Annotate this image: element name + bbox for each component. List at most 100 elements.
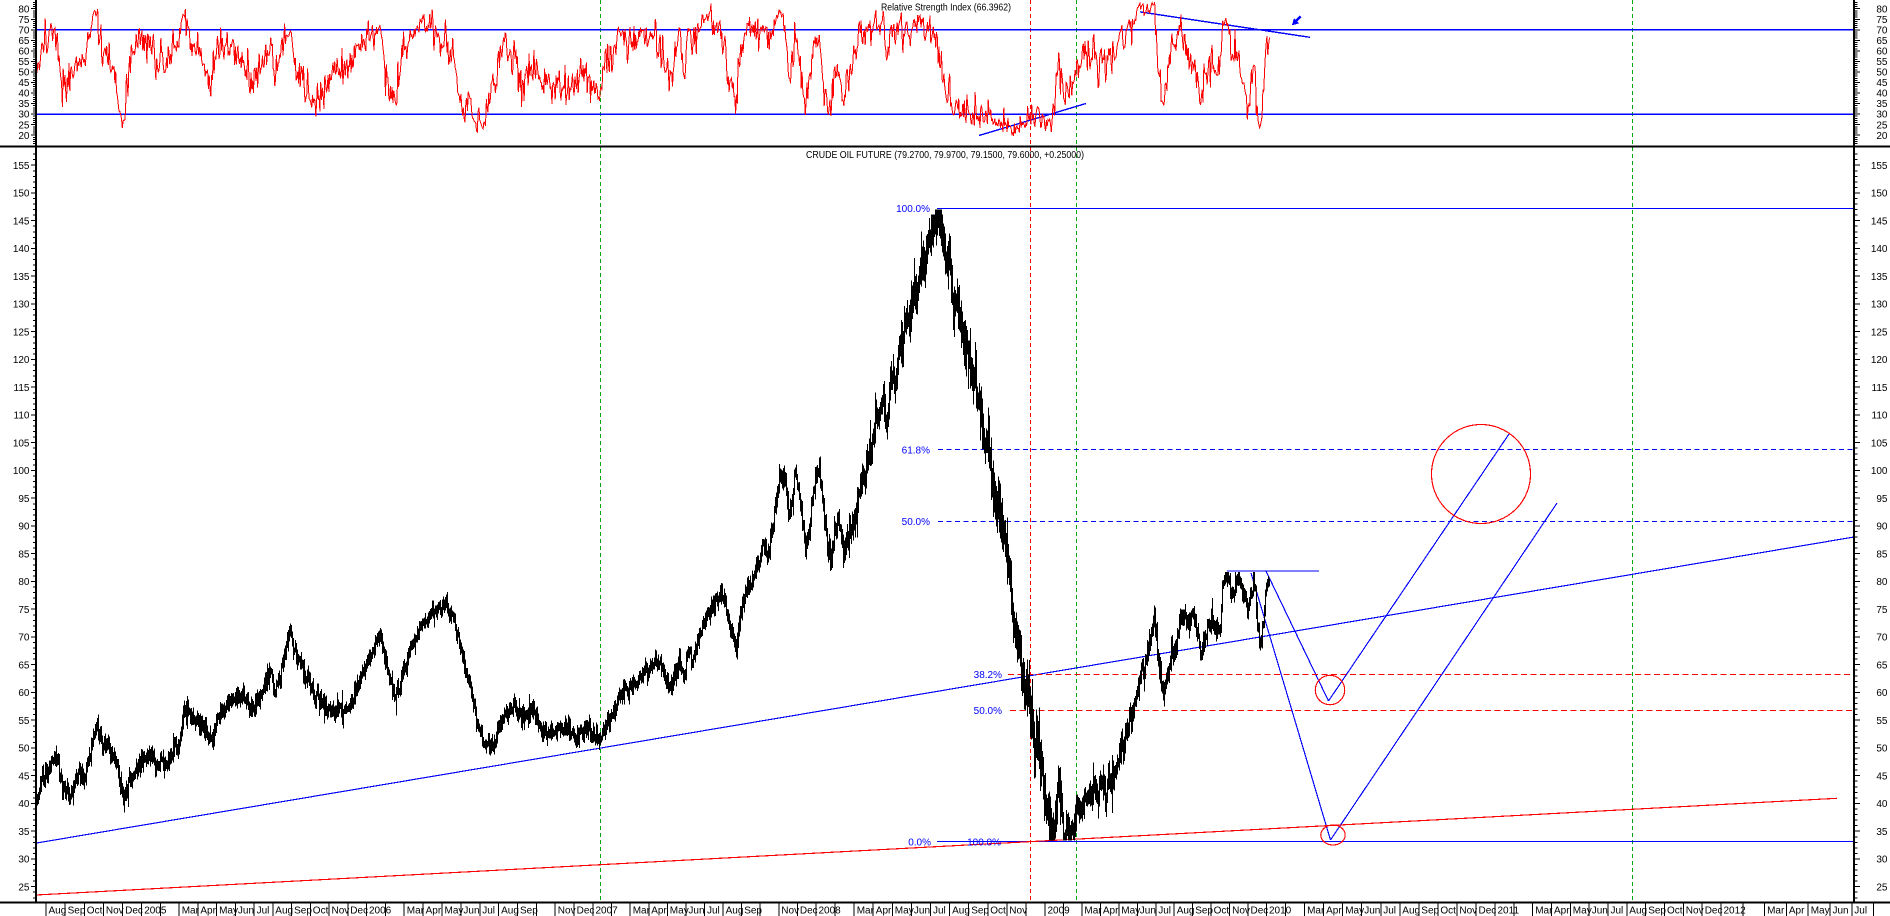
svg-text:135: 135	[1871, 272, 1888, 283]
svg-text:2006: 2006	[369, 906, 392, 916]
svg-text:105: 105	[1871, 438, 1888, 449]
svg-text:60: 60	[1876, 688, 1888, 699]
svg-text:Oct: Oct	[313, 906, 329, 916]
svg-text:120: 120	[13, 355, 30, 366]
svg-text:2011: 2011	[1498, 906, 1520, 916]
svg-text:140: 140	[13, 244, 30, 255]
svg-text:70: 70	[18, 633, 30, 644]
svg-text:50.0%: 50.0%	[974, 706, 1002, 717]
svg-text:Jun: Jun	[1364, 906, 1380, 916]
svg-text:Jul: Jul	[1854, 906, 1867, 916]
svg-text:Aug: Aug	[952, 906, 970, 916]
svg-text:Dec: Dec	[1479, 906, 1497, 916]
svg-text:May: May	[1811, 906, 1830, 916]
svg-text:60: 60	[18, 47, 30, 58]
svg-text:85: 85	[18, 549, 30, 560]
svg-text:75: 75	[18, 15, 30, 26]
svg-text:38.2%: 38.2%	[974, 670, 1002, 681]
svg-text:105: 105	[13, 438, 30, 449]
svg-text:Jun: Jun	[688, 906, 704, 916]
svg-text:100.0%: 100.0%	[967, 837, 1001, 848]
svg-text:Oct: Oct	[1667, 906, 1683, 916]
svg-text:115: 115	[1872, 383, 1888, 394]
svg-text:100: 100	[13, 466, 30, 477]
svg-text:2005: 2005	[144, 906, 167, 916]
svg-text:125: 125	[1871, 327, 1888, 338]
svg-text:Mar: Mar	[1084, 906, 1102, 916]
svg-text:Jun: Jun	[1140, 906, 1156, 916]
svg-text:Sep: Sep	[971, 906, 989, 916]
svg-text:Jul: Jul	[1158, 906, 1171, 916]
svg-text:Sep: Sep	[744, 906, 762, 916]
svg-text:155: 155	[13, 161, 30, 172]
svg-text:55: 55	[1876, 716, 1888, 727]
svg-text:Nov: Nov	[332, 906, 350, 916]
svg-text:150: 150	[1871, 189, 1888, 200]
svg-text:2007: 2007	[596, 906, 619, 916]
svg-text:CRUDE OIL FUTURE (79.2700, 79.: CRUDE OIL FUTURE (79.2700, 79.9700, 79.1…	[806, 150, 1084, 161]
svg-text:50: 50	[18, 744, 30, 755]
svg-text:30: 30	[1876, 855, 1888, 866]
svg-text:45: 45	[1876, 771, 1888, 782]
svg-text:Mar: Mar	[407, 906, 425, 916]
svg-text:100: 100	[1871, 466, 1888, 477]
svg-text:Aug: Aug	[49, 906, 67, 916]
svg-text:Jul: Jul	[933, 906, 946, 916]
svg-text:May: May	[1573, 906, 1592, 916]
svg-text:145: 145	[13, 216, 30, 227]
svg-text:Apr: Apr	[426, 906, 442, 916]
svg-text:Nov: Nov	[1009, 906, 1027, 916]
svg-text:65: 65	[1876, 660, 1888, 671]
svg-text:Nov: Nov	[1232, 906, 1250, 916]
svg-text:2010: 2010	[1269, 906, 1292, 916]
svg-text:75: 75	[18, 605, 30, 616]
svg-text:Aug: Aug	[1177, 906, 1195, 916]
svg-text:75: 75	[1876, 605, 1888, 616]
svg-text:95: 95	[18, 494, 30, 505]
svg-text:Dec: Dec	[1251, 906, 1269, 916]
svg-text:140: 140	[1871, 244, 1888, 255]
svg-text:Nov: Nov	[781, 906, 799, 916]
svg-text:110: 110	[14, 411, 30, 422]
svg-text:Apr: Apr	[651, 906, 667, 916]
svg-text:Oct: Oct	[87, 906, 103, 916]
svg-text:20: 20	[18, 131, 30, 142]
svg-text:Dec: Dec	[350, 906, 368, 916]
svg-text:May: May	[895, 906, 914, 916]
svg-text:Dec: Dec	[125, 906, 143, 916]
svg-text:65: 65	[1876, 36, 1888, 47]
svg-text:30: 30	[18, 855, 30, 866]
svg-text:Aug: Aug	[1402, 906, 1420, 916]
svg-text:Mar: Mar	[1307, 906, 1325, 916]
svg-text:Dec: Dec	[1705, 906, 1723, 916]
svg-text:80: 80	[18, 4, 30, 15]
svg-text:Apr: Apr	[1326, 906, 1342, 916]
svg-text:Mar: Mar	[857, 906, 875, 916]
svg-text:Apr: Apr	[876, 906, 892, 916]
svg-text:155: 155	[1871, 161, 1888, 172]
svg-text:Oct: Oct	[1440, 906, 1456, 916]
svg-text:40: 40	[18, 799, 30, 810]
svg-text:65: 65	[18, 36, 30, 47]
svg-text:2009: 2009	[1048, 906, 1071, 916]
svg-text:Nov: Nov	[558, 906, 576, 916]
svg-text:2012: 2012	[1724, 906, 1747, 916]
svg-text:Jun: Jun	[463, 906, 479, 916]
svg-text:Jul: Jul	[1383, 906, 1396, 916]
svg-text:60: 60	[1876, 47, 1888, 58]
svg-text:130: 130	[1871, 300, 1888, 311]
svg-text:25: 25	[1876, 882, 1888, 893]
svg-text:70: 70	[18, 25, 30, 36]
svg-text:Sep: Sep	[1421, 906, 1439, 916]
svg-text:Nov: Nov	[1686, 906, 1704, 916]
svg-text:70: 70	[1876, 633, 1888, 644]
svg-text:25: 25	[1876, 120, 1888, 131]
svg-text:50: 50	[18, 68, 30, 79]
svg-text:Relative Strength Index (66.39: Relative Strength Index (66.3962)	[881, 3, 1011, 14]
svg-text:65: 65	[18, 660, 30, 671]
svg-text:85: 85	[1876, 549, 1888, 560]
svg-text:Aug: Aug	[726, 906, 744, 916]
svg-text:Sep: Sep	[1195, 906, 1213, 916]
svg-text:Aug: Aug	[501, 906, 519, 916]
svg-text:Jul: Jul	[257, 906, 270, 916]
